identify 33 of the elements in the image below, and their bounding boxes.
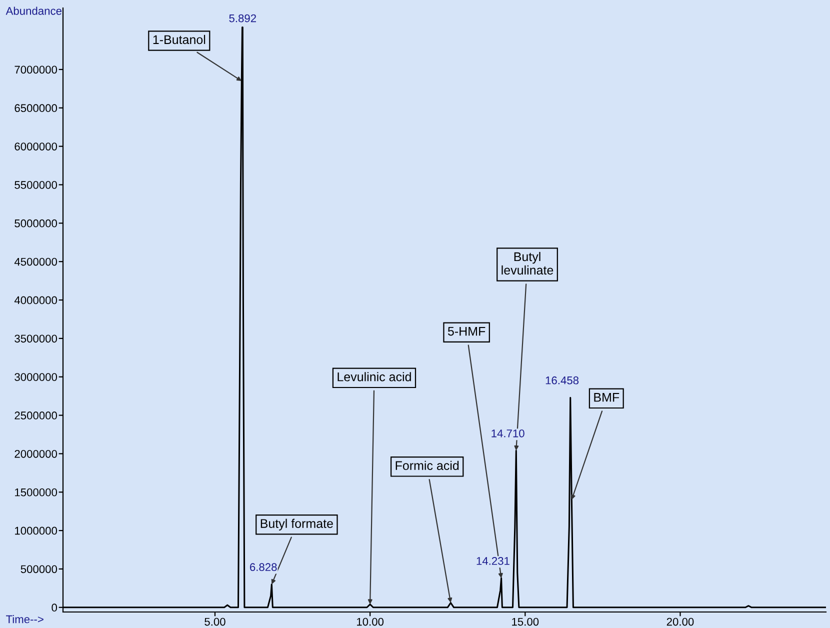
annotation: Formic acid	[396, 460, 459, 470]
annotation: 5-HMF	[448, 326, 486, 336]
annotation: Butyl levulinate	[502, 252, 554, 275]
x-tick-label: 10.00	[357, 618, 384, 626]
y-axis-title: Abundance	[6, 6, 62, 15]
annotation: 14.231	[476, 557, 510, 565]
x-tick-label: 20.00	[666, 618, 694, 626]
y-tick-label: 3000000	[14, 373, 58, 381]
annotation: 5.892	[229, 14, 256, 22]
annotation: 1-Butanol	[153, 34, 206, 44]
y-tick-label: 2000000	[14, 450, 58, 458]
y-tick-label: 2500000	[14, 412, 58, 420]
y-tick-label: 1000000	[15, 526, 58, 535]
y-tick-label: 0	[52, 604, 58, 612]
y-tick-label: 4500000	[14, 258, 58, 266]
annotation: 6.828	[250, 563, 277, 572]
y-tick-label: 1500000	[15, 488, 58, 496]
x-tick-label: 5.00	[204, 618, 226, 626]
y-tick-label: 6000000	[14, 142, 58, 150]
y-tick-label: 5000000	[14, 219, 58, 228]
annotation: 14.710	[492, 429, 524, 438]
annotation: Butyl formate	[260, 518, 333, 530]
annotation: 16.458	[546, 376, 579, 384]
y-tick-label: 4000000	[14, 296, 58, 304]
y-tick-label: 500000	[20, 565, 58, 574]
y-tick-label: 3500000	[14, 334, 58, 343]
x-tick-label: 15.00	[512, 618, 539, 626]
y-tick-label: 6500000	[14, 104, 58, 112]
y-tick-label: 5500000	[14, 181, 58, 189]
annotation: Levulinic acid	[338, 372, 411, 382]
x-axis-title: Time-->	[6, 615, 44, 624]
annotation: BMF	[594, 393, 620, 402]
y-tick-label: 7000000	[14, 66, 58, 74]
